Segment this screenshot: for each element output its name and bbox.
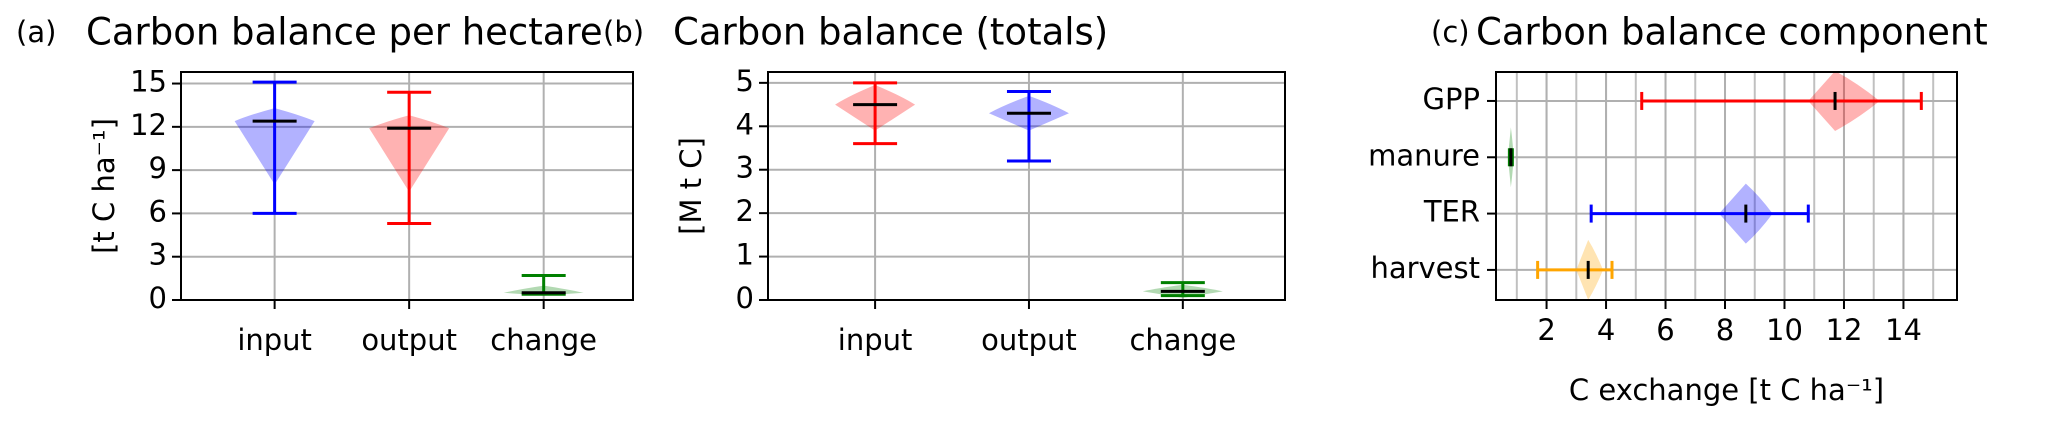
y-tick-label: 9 <box>149 151 167 185</box>
panel-label: (a) <box>16 15 56 49</box>
panel: (c) Carbon balance component 2 4 6 8 10 12 14 GPP… <box>1368 11 1988 408</box>
x-tick-label: 6 <box>1656 313 1674 347</box>
panel: (a) Carbon balance per hectare 0 3 6 9 12 15 inp… <box>16 11 634 357</box>
x-tick-label: output <box>361 323 457 357</box>
y-axis-label: [t C ha⁻¹] <box>87 118 121 254</box>
x-tick-label: 8 <box>1716 313 1734 347</box>
y-tick-label: 3 <box>149 238 167 272</box>
panel: (b) Carbon balance (totals) 0 1 2 3 4 5 input out… <box>603 11 1286 357</box>
y-tick-label: 0 <box>149 281 167 315</box>
y-tick-label: 15 <box>130 65 167 99</box>
x-tick-label: input <box>838 323 913 357</box>
x-tick-label: 2 <box>1537 313 1555 347</box>
panel-title: Carbon balance per hectare <box>86 11 603 54</box>
y-tick-label: TER <box>1423 195 1480 229</box>
axes-frame <box>180 71 634 301</box>
x-axis-label: C exchange [t C ha⁻¹] <box>1569 373 1884 407</box>
y-tick-label: GPP <box>1423 82 1480 116</box>
x-tick-label: input <box>237 323 312 357</box>
x-tick-label: change <box>490 323 597 357</box>
y-tick-label: 2 <box>736 194 754 228</box>
x-tick-label: 14 <box>1885 313 1922 347</box>
y-tick-label: manure <box>1368 138 1480 172</box>
x-tick-label: 10 <box>1766 313 1803 347</box>
y-tick-label: 1 <box>736 238 754 272</box>
panel-title: Carbon balance component <box>1476 11 1988 54</box>
y-tick-label: harvest <box>1370 251 1480 285</box>
panel-label: (b) <box>603 15 644 49</box>
y-axis-label: [M t C] <box>674 137 708 235</box>
axes-frame <box>767 71 1286 301</box>
x-tick-label: 4 <box>1597 313 1615 347</box>
panel-label: (c) <box>1431 15 1470 49</box>
x-tick-label: 12 <box>1826 313 1863 347</box>
axes-frame <box>1495 71 1958 301</box>
x-tick-label: change <box>1129 323 1236 357</box>
x-tick-label: output <box>981 323 1077 357</box>
y-tick-label: 0 <box>736 281 754 315</box>
y-tick-label: 12 <box>130 108 167 142</box>
y-tick-label: 5 <box>736 64 754 98</box>
panel-title: Carbon balance (totals) <box>673 11 1108 54</box>
y-tick-label: 3 <box>736 151 754 185</box>
y-tick-label: 4 <box>736 107 754 141</box>
y-tick-label: 6 <box>149 194 167 228</box>
